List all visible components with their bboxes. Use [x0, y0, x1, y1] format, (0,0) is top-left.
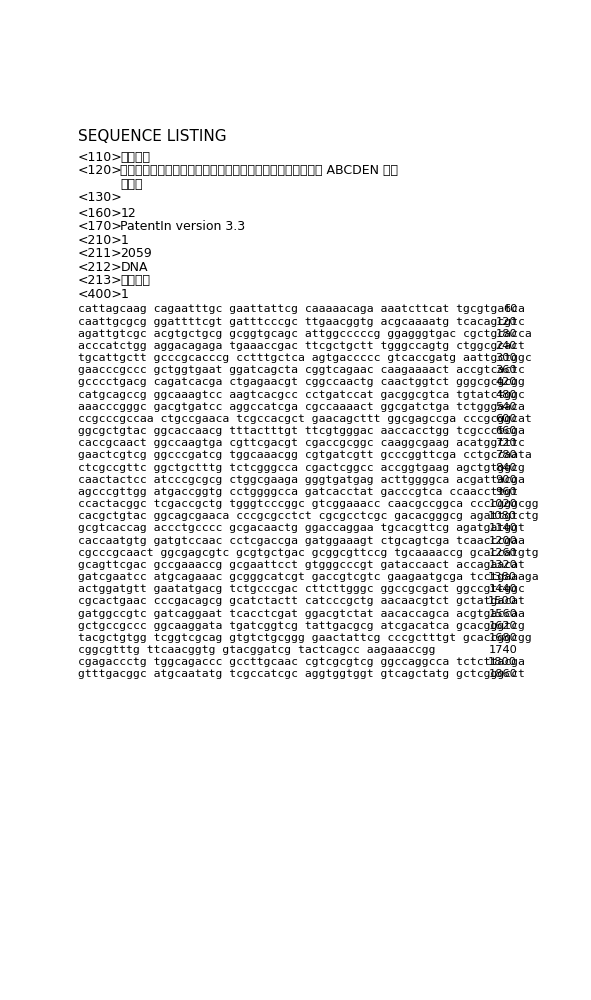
Text: <210>: <210>: [78, 234, 122, 247]
Text: agattgtcgc acgtgctgcg gcggtgcagc attggcccccg ggagggtgac cgctgcacca: agattgtcgc acgtgctgcg gcggtgcagc attggcc…: [78, 329, 531, 339]
Text: gatggccgtc gatcaggaat tcacctcgat ggacgtctat aacaccagca acgtgaccaa: gatggccgtc gatcaggaat tcacctcgat ggacgtc…: [78, 609, 525, 619]
Text: gctgccgccc ggcaaggata tgatcggtcg tattgacgcg atcgacatca gcacgggtcg: gctgccgccc ggcaaggata tgatcggtcg tattgac…: [78, 621, 525, 631]
Text: 120: 120: [495, 317, 517, 327]
Text: 540: 540: [495, 402, 517, 412]
Text: tgcattgctt gcccgcacccg cctttgctca agtgaccccc gtcaccgatg aattgctggc: tgcattgctt gcccgcacccg cctttgctca agtgac…: [78, 353, 531, 363]
Text: 山梨糖脱氢酶基因、山梨酮脱氢酶基因与吨和唌醇合成基因簇 ABCDEN 的组: 山梨糖脱氢酶基因、山梨酮脱氢酶基因与吨和唌醇合成基因簇 ABCDEN 的组: [121, 164, 398, 177]
Text: 300: 300: [495, 353, 517, 363]
Text: 960: 960: [495, 487, 517, 497]
Text: caccaatgtg gatgtccaac cctcgaccga gatggaaagt ctgcagtcga tcaacccgaa: caccaatgtg gatgtccaac cctcgaccga gatggaa…: [78, 536, 525, 546]
Text: 900: 900: [495, 475, 517, 485]
Text: 420: 420: [496, 377, 517, 387]
Text: catgcagccg ggcaaagtcc aagtcacgcc cctgatccat gacggcgtca tgtatctggc: catgcagccg ggcaaagtcc aagtcacgcc cctgatc…: [78, 390, 525, 400]
Text: <170>: <170>: [78, 220, 122, 233]
Text: 天津大学: 天津大学: [121, 151, 150, 164]
Text: ccgcccgccaa ctgccgaaca tcgccacgct gaacagcttt ggcgagccga cccgcggcat: ccgcccgccaa ctgccgaaca tcgccacgct gaacag…: [78, 414, 531, 424]
Text: cgagaccctg tggcagaccc gccttgcaac cgtcgcgtcg ggccaggcca tctcttacga: cgagaccctg tggcagaccc gccttgcaac cgtcgcg…: [78, 657, 525, 667]
Text: <212>: <212>: [78, 261, 122, 274]
Text: DNA: DNA: [121, 261, 148, 274]
Text: cgcactgaac cccgacagcg gcatctactt catcccgctg aacaacgtct gctatgacat: cgcactgaac cccgacagcg gcatctactt catcccg…: [78, 596, 525, 606]
Text: 60: 60: [503, 304, 517, 314]
Text: 1740: 1740: [488, 645, 517, 655]
Text: gcccctgacg cagatcacga ctgagaacgt cggccaactg caactggtct gggcgcgcgg: gcccctgacg cagatcacga ctgagaacgt cggccaa…: [78, 377, 525, 387]
Text: 780: 780: [495, 450, 517, 460]
Text: 1560: 1560: [488, 609, 517, 619]
Text: 840: 840: [495, 463, 517, 473]
Text: acccatctgg aggacagaga tgaaaccgac ttcgctgctt tgggccagtg ctggcgcact: acccatctgg aggacagaga tgaaaccgac ttcgctg…: [78, 341, 525, 351]
Text: cgcccgcaact ggcgagcgtc gcgtgctgac gcggcgttccg tgcaaaaccg gcaccatgtg: cgcccgcaact ggcgagcgtc gcgtgctgac gcggcg…: [78, 548, 538, 558]
Text: 1380: 1380: [488, 572, 517, 582]
Text: <211>: <211>: [78, 247, 122, 260]
Text: caccgcaact ggccaagtga cgttcgacgt cgaccgcggc caaggcgaag acatggtttc: caccgcaact ggccaagtga cgttcgacgt cgaccgc…: [78, 438, 525, 448]
Text: 1: 1: [121, 288, 128, 301]
Text: caattgcgcg ggattttcgt gatttcccgc ttgaacggtg acgcaaaatg tcacagcgtc: caattgcgcg ggattttcgt gatttcccgc ttgaacg…: [78, 317, 525, 327]
Text: cattagcaag cagaatttgc gaattattcg caaaaacaga aaatcttcat tgcgtgatca: cattagcaag cagaatttgc gaattattcg caaaaac…: [78, 304, 525, 314]
Text: 1620: 1620: [488, 621, 517, 631]
Text: gaactcgtcg ggcccgatcg tggcaaacgg cgtgatcgtt gcccggttcga cctgccaata: gaactcgtcg ggcccgatcg tggcaaacgg cgtgatc…: [78, 450, 531, 460]
Text: 1080: 1080: [488, 511, 517, 521]
Text: 1440: 1440: [488, 584, 517, 594]
Text: aaacccgggc gacgtgatcc aggccatcga cgccaaaact ggcgatctga tctgggaaca: aaacccgggc gacgtgatcc aggccatcga cgccaaa…: [78, 402, 525, 412]
Text: 180: 180: [495, 329, 517, 339]
Text: 1: 1: [121, 234, 128, 247]
Text: 1140: 1140: [488, 523, 517, 533]
Text: 1020: 1020: [488, 499, 517, 509]
Text: caactactcc atcccgcgcg ctggcgaaga gggtgatgag acttggggca acgattacga: caactactcc atcccgcgcg ctggcgaaga gggtgat…: [78, 475, 525, 485]
Text: cggcgtttg ttcaacggtg gtacggatcg tactcagcc aagaaaccgg: cggcgtttg ttcaacggtg gtacggatcg tactcagc…: [78, 645, 435, 655]
Text: 480: 480: [495, 390, 517, 400]
Text: 1860: 1860: [488, 669, 517, 679]
Text: <120>: <120>: [78, 164, 122, 177]
Text: 1320: 1320: [488, 560, 517, 570]
Text: <130>: <130>: [78, 191, 122, 204]
Text: gatcgaatcc atgcagaaac gcgggcatcgt gaccgtcgtc gaagaatgcga tcctgaaaga: gatcgaatcc atgcagaaac gcgggcatcgt gaccgt…: [78, 572, 538, 582]
Text: <160>: <160>: [78, 207, 122, 220]
Text: 2059: 2059: [121, 247, 152, 260]
Text: cacgctgtac ggcagcgaaca cccgcgcctct cgcgcctcgc gacacgggcg agattgtctg: cacgctgtac ggcagcgaaca cccgcgcctct cgcgc…: [78, 511, 538, 521]
Text: 1260: 1260: [488, 548, 517, 558]
Text: 600: 600: [495, 414, 517, 424]
Text: 660: 660: [496, 426, 517, 436]
Text: 1200: 1200: [488, 536, 517, 546]
Text: 240: 240: [496, 341, 517, 351]
Text: actggatgtt gaatatgacg tctgcccgac cttcttgggc ggccgcgact ggccgtcggc: actggatgtt gaatatgacg tctgcccgac cttcttg…: [78, 584, 525, 594]
Text: agcccgttgg atgaccggtg cctggggcca gatcacctat gacccgtca ccaaccttgt: agcccgttgg atgaccggtg cctggggcca gatcacc…: [78, 487, 518, 497]
Text: SEQUENCE LISTING: SEQUENCE LISTING: [78, 129, 226, 144]
Text: ccactacggc tcgaccgctg tgggtcccggc gtcggaaacc caacgccggca ccccgggcgg: ccactacggc tcgaccgctg tgggtcccggc gtcgga…: [78, 499, 538, 509]
Text: tacgctgtgg tcggtcgcag gtgtctgcggg gaactattcg cccgctttgt gcaccggcgg: tacgctgtgg tcggtcgcag gtgtctgcggg gaacta…: [78, 633, 531, 643]
Text: gcagttcgac gccgaaaccg gcgaattcct gtgggcccgt gataccaact accagaacat: gcagttcgac gccgaaaccg gcgaattcct gtgggcc…: [78, 560, 525, 570]
Text: 人工合成: 人工合成: [121, 274, 150, 287]
Text: 720: 720: [495, 438, 517, 448]
Text: <110>: <110>: [78, 151, 122, 164]
Text: ctcgccgttc ggctgctttg tctcgggcca cgactcggcc accggtgaag agctgtggcg: ctcgccgttc ggctgctttg tctcgggcca cgactcg…: [78, 463, 525, 473]
Text: ggcgctgtac ggcaccaacg tttactttgt ttcgtgggac aaccacctgg tcgccctcga: ggcgctgtac ggcaccaacg tttactttgt ttcgtgg…: [78, 426, 525, 436]
Text: 12: 12: [121, 207, 136, 220]
Text: 1680: 1680: [488, 633, 517, 643]
Text: gtttgacggc atgcaatatg tcgccatcgc aggtggtggt gtcagctatg gctcgggcct: gtttgacggc atgcaatatg tcgccatcgc aggtggt…: [78, 669, 525, 679]
Text: 1500: 1500: [488, 596, 517, 606]
Text: PatentIn version 3.3: PatentIn version 3.3: [121, 220, 245, 233]
Text: 360: 360: [495, 365, 517, 375]
Text: gaacccgccc gctggtgaat ggatcagcta cggtcagaac caagaaaact accgtcactc: gaacccgccc gctggtgaat ggatcagcta cggtcag…: [78, 365, 525, 375]
Text: 合基因: 合基因: [121, 178, 143, 191]
Text: <400>: <400>: [78, 288, 122, 301]
Text: <213>: <213>: [78, 274, 122, 287]
Text: 1800: 1800: [488, 657, 517, 667]
Text: gcgtcaccag accctgcccc gcgacaactg ggaccaggaa tgcacgttcg agatgatggt: gcgtcaccag accctgcccc gcgacaactg ggaccag…: [78, 523, 525, 533]
